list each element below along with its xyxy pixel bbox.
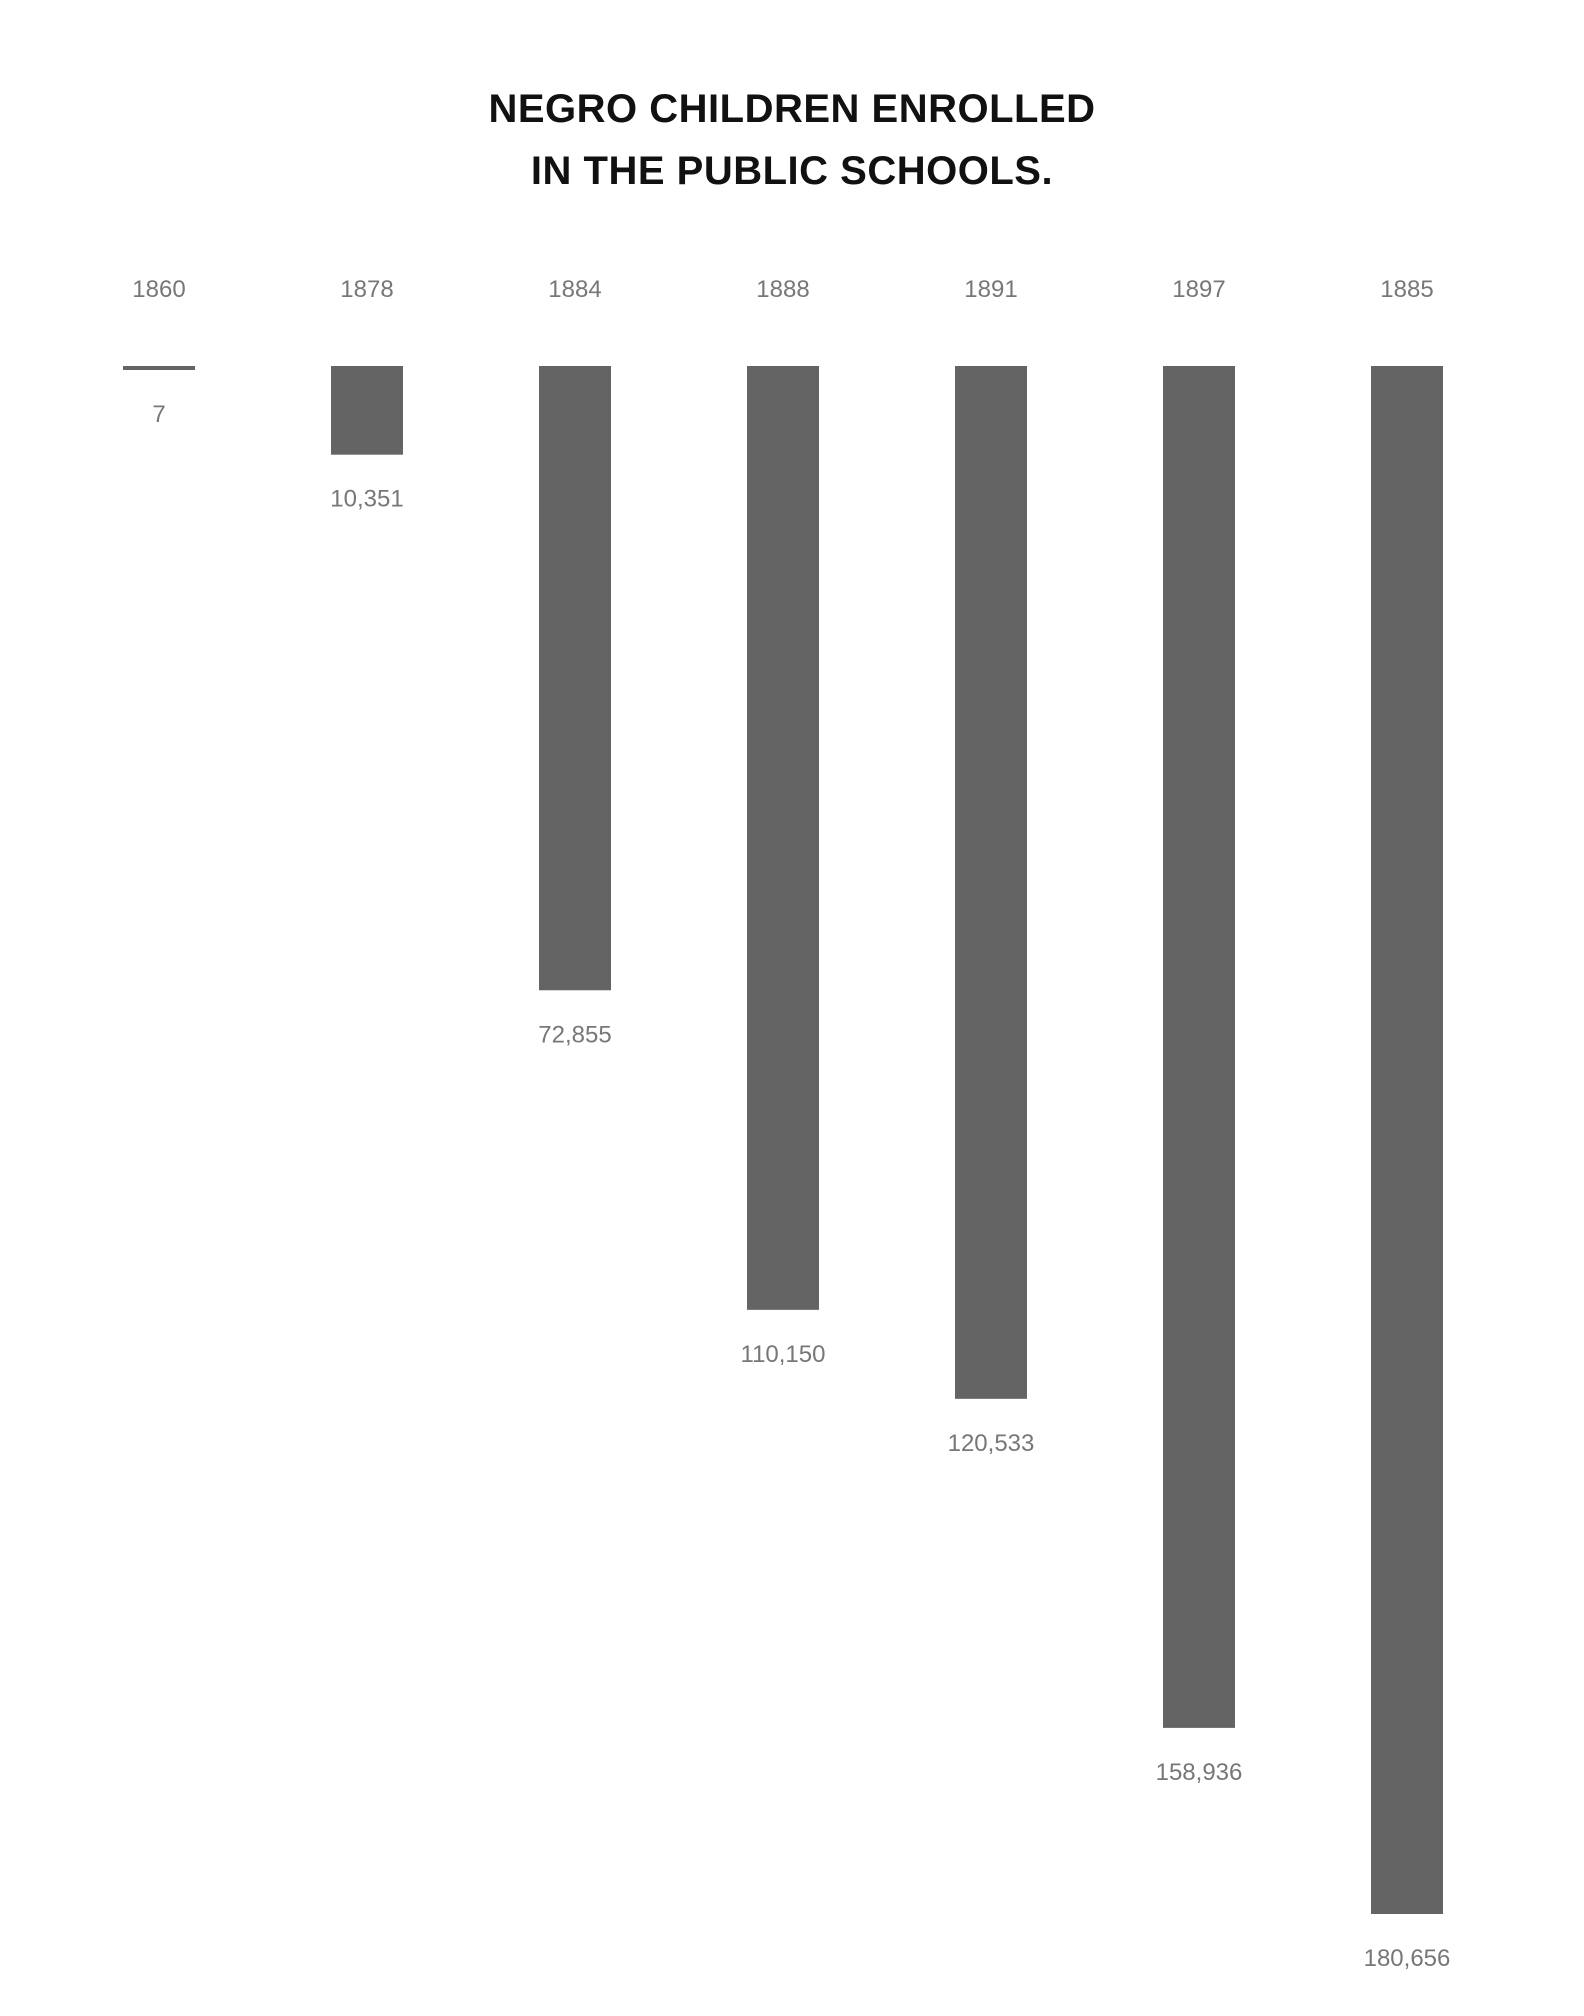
- year-label-1885: 1885: [1380, 276, 1433, 303]
- bar-1860: [123, 366, 195, 370]
- year-label-1884: 1884: [548, 276, 601, 303]
- bar-1884: [539, 366, 611, 991]
- value-label-1860: 7: [152, 401, 165, 428]
- bar-1891: [955, 366, 1027, 1399]
- chart-title-line-1: NEGRO CHILDREN ENROLLED: [488, 87, 1096, 131]
- year-label-1860: 1860: [132, 276, 185, 303]
- bar-1888: [747, 366, 819, 1310]
- bar-1885: [1371, 366, 1443, 1914]
- value-label-1878: 10,351: [330, 486, 403, 513]
- chart-title-line-2: IN THE PUBLIC SCHOOLS.: [530, 149, 1054, 193]
- value-label-1885: 180,656: [1364, 1945, 1451, 1972]
- chart-title: NEGRO CHILDREN ENROLLED IN THE PUBLIC SC…: [0, 78, 1584, 202]
- bar-1878: [331, 366, 403, 455]
- year-label-1878: 1878: [340, 276, 393, 303]
- year-label-1891: 1891: [964, 276, 1017, 303]
- value-label-1891: 120,533: [948, 1430, 1035, 1457]
- value-label-1888: 110,150: [741, 1341, 826, 1368]
- value-label-1884: 72,855: [538, 1021, 611, 1048]
- year-label-1888: 1888: [756, 276, 809, 303]
- year-label-1897: 1897: [1172, 276, 1225, 303]
- value-label-1897: 158,936: [1156, 1759, 1243, 1786]
- bar-1897: [1163, 366, 1235, 1728]
